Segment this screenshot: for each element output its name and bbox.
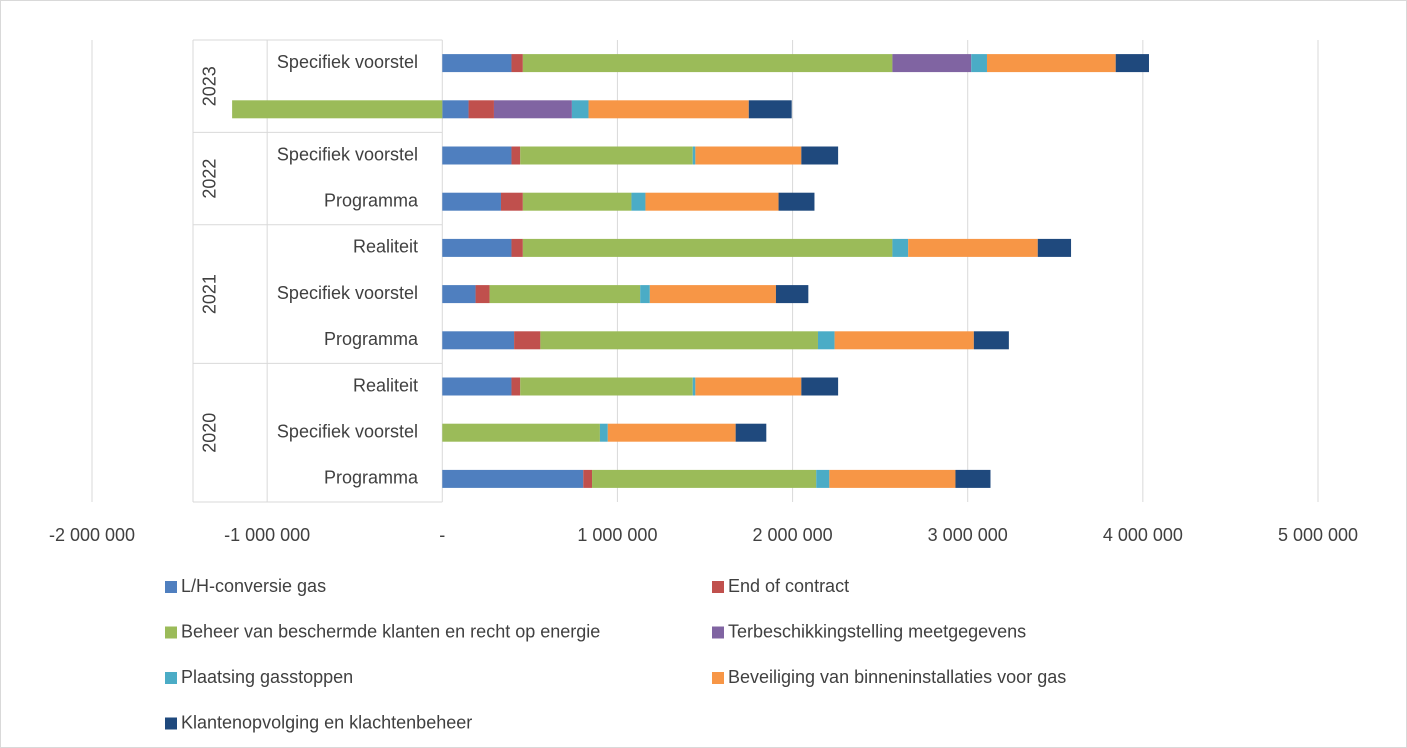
group-label: 2020 [200, 413, 220, 453]
legend-swatch [165, 672, 177, 684]
legend-swatch [165, 581, 177, 593]
x-tick-label: - [439, 525, 445, 545]
category-label: Specifiek voorstel [277, 144, 418, 164]
group-label: 2023 [200, 66, 220, 106]
category-label: Programma [324, 190, 419, 210]
x-tick-label: 5 000 000 [1278, 525, 1358, 545]
bar-segment [1115, 54, 1149, 73]
category-label: Specifiek voorstel [277, 52, 418, 72]
legend-swatch [165, 717, 177, 730]
bar-segment [748, 100, 792, 119]
legend-label: Plaatsing gasstoppen [181, 667, 353, 687]
x-tick-label: 3 000 000 [928, 525, 1008, 545]
bar-segment [489, 285, 641, 304]
bar-segment [468, 100, 494, 119]
legend-label: Beveiliging van binneninstallaties voor … [728, 667, 1066, 687]
legend-swatch [712, 581, 724, 593]
category-label: Specifiek voorstel [277, 283, 418, 303]
bar-segment [801, 146, 839, 165]
bar-segment [908, 238, 1038, 257]
bar-segment [493, 100, 572, 119]
bar-segment [511, 377, 521, 396]
bar-segment [442, 146, 512, 165]
bar-segment [892, 238, 909, 257]
bar-segment [571, 100, 589, 119]
bar-segment [649, 285, 776, 304]
bar-segment [1037, 238, 1072, 257]
bar-segment [520, 377, 693, 396]
legend-swatch [165, 626, 177, 639]
legend-label: Terbeschikkingstelling meetgegevens [728, 621, 1026, 641]
legend-swatch [712, 626, 724, 639]
bar-segment [522, 192, 632, 211]
x-tick-label: 1 000 000 [577, 525, 657, 545]
bar-segment [817, 331, 835, 350]
group-label: 2021 [200, 274, 220, 314]
bar-segment [973, 331, 1009, 350]
bar-segment [986, 54, 1116, 73]
bar-segment [801, 377, 839, 396]
bar-segment [695, 377, 802, 396]
bar-segment [971, 54, 987, 73]
bar-segment [442, 285, 476, 304]
legend-label: End of contract [728, 576, 849, 596]
bar-segment [775, 285, 809, 304]
bar-segment [511, 54, 523, 73]
x-tick-label: 2 000 000 [753, 525, 833, 545]
x-tick-label: -2 000 000 [49, 525, 135, 545]
bar-segment [442, 377, 512, 396]
bar-segment [442, 331, 515, 350]
legend-swatch [712, 672, 724, 684]
bar-segment [511, 146, 521, 165]
bar-segment [692, 146, 696, 165]
bar-segment [232, 100, 443, 119]
bar-segment [778, 192, 815, 211]
bar-segment [522, 238, 893, 257]
bar-segment [955, 469, 991, 488]
bar-segment [645, 192, 779, 211]
bar-segment [442, 423, 600, 442]
bar-segment [514, 331, 541, 350]
bar-segment [692, 377, 696, 396]
category-label: Programma [324, 468, 419, 488]
category-label: Programma [324, 329, 419, 349]
bar-segment [511, 238, 523, 257]
bar-segment [834, 331, 974, 350]
bar-segment [735, 423, 767, 442]
category-label: Specifiek voorstel [277, 421, 418, 441]
bar-segment [522, 54, 893, 73]
bar-segment [442, 100, 469, 119]
bar-segment [442, 238, 512, 257]
bar-segment [829, 469, 956, 488]
bar-segment [816, 469, 830, 488]
bar-segment [442, 469, 584, 488]
bar-segment [607, 423, 736, 442]
bar-segment [695, 146, 802, 165]
x-tick-label: 4 000 000 [1103, 525, 1183, 545]
bar-segment [475, 285, 490, 304]
bar-segment [588, 100, 749, 119]
legend-label: Beheer van beschermde klanten en recht o… [181, 621, 600, 641]
bar-segment [520, 146, 693, 165]
bar-segment [599, 423, 608, 442]
bar-segment [442, 192, 501, 211]
legend-label: Klantenopvolging en klachtenbeheer [181, 712, 472, 732]
x-tick-label: -1 000 000 [224, 525, 310, 545]
bar-segment [540, 331, 818, 350]
legend-label: L/H-conversie gas [181, 576, 326, 596]
group-label: 2022 [200, 159, 220, 199]
category-label: Realiteit [353, 237, 418, 257]
bar-segment [892, 54, 972, 73]
bar-segment [631, 192, 646, 211]
bar-segment [500, 192, 523, 211]
bar-segment [640, 285, 650, 304]
bar-segment [592, 469, 817, 488]
bar-segment [442, 54, 512, 73]
category-label: Realiteit [353, 375, 418, 395]
bar-segment [583, 469, 593, 488]
